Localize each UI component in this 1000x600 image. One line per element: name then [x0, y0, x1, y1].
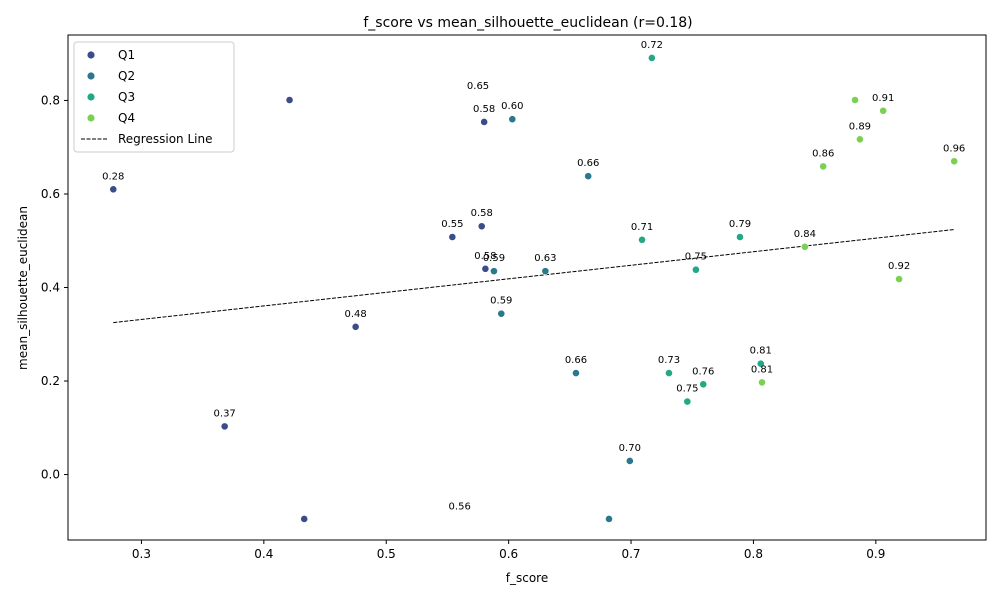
regression-line	[113, 229, 955, 324]
data-label: 0.75	[676, 384, 698, 395]
x-tick-label: 0.3	[132, 547, 151, 561]
data-point	[756, 359, 765, 368]
data-point	[699, 380, 708, 389]
y-tick-label: 0.6	[41, 187, 60, 201]
y-axis-title: mean_silhouette_euclidean	[16, 206, 30, 370]
annotation-label: 0.56	[449, 502, 471, 513]
data-point	[625, 457, 634, 465]
data-point	[800, 242, 809, 251]
data-point	[109, 185, 118, 194]
data-point	[480, 118, 489, 126]
x-tick-label: 0.8	[744, 547, 763, 561]
data-point	[285, 96, 294, 104]
legend-marker	[87, 114, 95, 122]
x-axis-title: f_score	[506, 571, 548, 585]
data-label: 0.59	[490, 296, 512, 307]
data-label: 0.59	[483, 253, 505, 264]
data-label: 0.79	[729, 219, 751, 230]
data-point	[584, 172, 593, 181]
data-label: 0.84	[794, 229, 816, 240]
data-label: 0.81	[750, 346, 772, 357]
data-label: 0.28	[102, 171, 124, 182]
data-label: 0.66	[565, 355, 587, 366]
data-label: 0.81	[751, 364, 773, 375]
data-label: 0.96	[943, 143, 965, 154]
data-label: 0.92	[888, 261, 910, 272]
data-label: 0.70	[619, 443, 641, 454]
data-point	[220, 422, 229, 431]
data-point	[950, 157, 959, 166]
data-point	[572, 369, 580, 377]
legend-label: Regression Line	[118, 132, 212, 146]
data-point	[481, 264, 490, 273]
data-point	[879, 106, 888, 115]
x-axis: 0.3 0.4 0.5 0.6 0.7 0.8 0.9	[132, 540, 885, 561]
data-label: 0.58	[473, 104, 495, 115]
x-tick-label: 0.6	[499, 547, 518, 561]
x-tick-label: 0.7	[621, 547, 640, 561]
data-label: 0.66	[577, 158, 599, 169]
data-point	[497, 309, 506, 318]
x-tick-label: 0.9	[866, 547, 885, 561]
chart-title: f_score vs mean_silhouette_euclidean (r=…	[363, 15, 692, 31]
data-point	[541, 267, 550, 276]
legend-label: Q3	[118, 90, 135, 104]
data-label: 0.60	[501, 101, 523, 112]
annotation-label: 0.65	[467, 81, 489, 92]
data-point	[758, 378, 766, 387]
data-point	[638, 235, 646, 244]
data-point	[477, 222, 486, 231]
data-point	[300, 515, 309, 523]
data-label: 0.72	[641, 40, 663, 51]
data-point	[605, 515, 613, 523]
legend-label: Q2	[118, 69, 135, 83]
data-point	[448, 233, 457, 241]
legend-label: Q4	[118, 111, 135, 125]
data-label: 0.91	[872, 93, 894, 104]
data-label: 0.76	[692, 366, 714, 377]
legend-marker	[87, 72, 95, 80]
data-point	[851, 96, 859, 104]
y-tick-label: 0.8	[41, 93, 60, 107]
legend-marker	[87, 93, 95, 101]
data-point	[683, 397, 692, 406]
data-label: 0.71	[631, 222, 653, 233]
data-label: 0.63	[534, 253, 556, 264]
y-tick-label: 0.2	[41, 374, 60, 388]
legend-box	[73, 41, 235, 153]
legend-marker	[87, 51, 95, 59]
legend: Q1 Q2 Q3 Q4 Regression Line	[73, 41, 235, 153]
data-label: 0.75	[685, 252, 707, 263]
y-tick-label: 0.0	[41, 468, 60, 482]
data-label: 0.86	[812, 148, 834, 159]
data-label: 0.58	[471, 208, 493, 219]
data-point	[508, 115, 517, 124]
data-point	[692, 265, 700, 274]
data-point	[665, 369, 673, 377]
data-point	[647, 54, 656, 62]
data-point	[490, 267, 498, 276]
data-label: 0.37	[214, 408, 236, 419]
data-point	[856, 135, 864, 144]
y-axis: 0.0 0.2 0.4 0.6 0.8	[41, 93, 68, 482]
data-label: 0.89	[849, 121, 871, 132]
data-point	[351, 322, 360, 331]
legend-label: Q1	[118, 48, 135, 62]
data-label: 0.48	[345, 309, 367, 320]
data-label: 0.58	[474, 251, 496, 262]
data-label: 0.73	[658, 355, 680, 366]
x-tick-label: 0.4	[254, 547, 273, 561]
y-tick-label: 0.4	[41, 281, 60, 295]
data-point	[819, 162, 828, 171]
plot-area: 0.280.370.480.550.580.580.580.590.590.60…	[102, 40, 965, 523]
data-point	[736, 233, 744, 241]
data-point	[895, 275, 903, 283]
data-label: 0.55	[441, 219, 463, 230]
x-tick-label: 0.5	[377, 547, 396, 561]
